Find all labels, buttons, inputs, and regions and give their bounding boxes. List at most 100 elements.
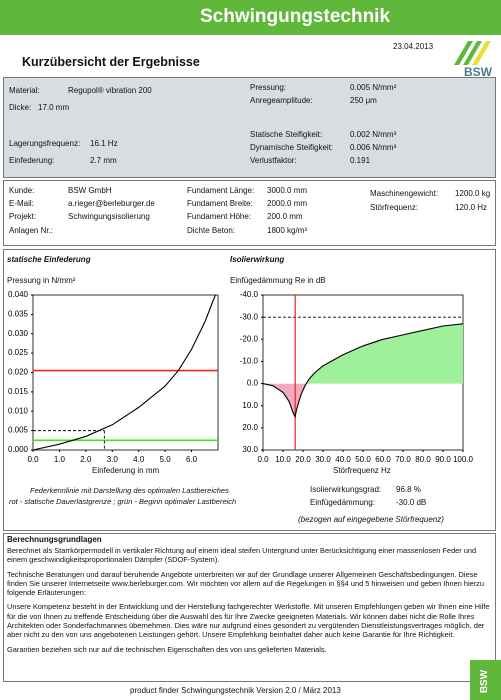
value: 1800 kg/m³: [267, 226, 308, 235]
footer-logo: [470, 660, 501, 700]
label: E-Mail:: [9, 199, 34, 208]
label: Fundament Höhe:: [187, 212, 252, 221]
customer-panel: [3, 180, 496, 246]
label: Dichte Beton:: [187, 226, 236, 235]
value: 0.191: [350, 156, 371, 165]
value: Regupol® vibration 200: [68, 86, 152, 95]
logo-stripe: [472, 41, 491, 65]
x-tick-label: 50.0: [355, 455, 371, 464]
x-tick-label: 6.0: [186, 455, 198, 464]
header-title: Schwingungstechnik: [200, 6, 391, 27]
subtitle: Kurzübersicht der Ergebnisse: [22, 55, 200, 69]
basis-title: Berechnungsgrundlagen: [7, 535, 102, 544]
plot-frame: [32, 294, 219, 451]
value: 0.005 N/mm²: [350, 83, 397, 92]
label: Isolierwirkungsgrad:: [310, 485, 382, 494]
chart-title: Isolierwirkung: [230, 255, 285, 264]
x-tick-label: 70.0: [395, 455, 411, 464]
header-bar: [0, 0, 501, 35]
label: Material:: [9, 86, 40, 95]
paragraph: Garantien beziehen sich nur auf die tech…: [7, 644, 327, 654]
y-tick-label: 10.0: [242, 401, 258, 410]
label: Störfrequenz:: [370, 203, 419, 212]
label: Anregeamplitude:: [250, 96, 313, 105]
value: Schwingungsisolierung: [68, 212, 150, 221]
x-axis-label: Einfederung in mm: [92, 466, 160, 475]
y-tick-label: -10.0: [240, 357, 259, 366]
y-tick-label: 0.035: [8, 309, 29, 318]
label: Dicke:: [9, 103, 32, 112]
label: Projekt:: [9, 212, 37, 221]
value: 0.006 N/mm³: [350, 143, 397, 152]
material-panel: [3, 77, 496, 178]
value: 2000.0 mm: [267, 199, 308, 208]
footer-logo-text: BSW: [479, 669, 491, 694]
y-tick-label: 0.010: [8, 406, 29, 415]
note: (bezogen auf eingegebene Störfrequenz): [298, 515, 444, 524]
label: Anlagen Nr.:: [9, 226, 54, 235]
y-axis-label: Einfügedämmung Re in dB: [230, 276, 326, 285]
logo-stripe: [463, 41, 482, 65]
chart-panel: [3, 249, 496, 531]
chart-title: statische Einfederung: [7, 255, 91, 264]
y-tick-label: 0.020: [8, 368, 29, 377]
y-axis-label: Pressung in N/mm²: [7, 276, 76, 285]
area-negative: [263, 323, 463, 384]
label: Pressung:: [250, 83, 287, 92]
value: -30.0 dB: [396, 498, 427, 507]
y-tick-label: 0.040: [8, 290, 29, 299]
value: 96.8 %: [396, 485, 421, 494]
label: Dynamische Steifigkeit:: [250, 143, 334, 152]
x-tick-label: 100.0: [453, 455, 474, 464]
logo-stripe: [454, 41, 473, 65]
y-tick-label: 0.005: [8, 426, 29, 435]
x-tick-label: 5.0: [160, 455, 172, 464]
y-tick-label: -40.0: [240, 290, 259, 299]
y-tick-label: -20.0: [240, 334, 259, 343]
label: Statische Steifigkeit:: [250, 130, 323, 139]
x-tick-label: 20.0: [295, 455, 311, 464]
label: Maschinengewicht:: [370, 189, 439, 198]
x-tick-label: 90.0: [435, 455, 451, 464]
value: 0.002 N/mm³: [350, 130, 397, 139]
x-axis-label: Störfrequenz Hz: [333, 466, 391, 475]
y-tick-label: 0.0: [247, 379, 259, 388]
curve: [32, 294, 216, 451]
y-tick-label: 0.015: [8, 387, 29, 396]
caption: rot - statische Dauerlastgrenze ; grün -…: [9, 497, 237, 506]
label: Fundament Länge:: [187, 186, 255, 195]
value: 3000.0 mm: [267, 186, 308, 195]
label: Lagerungsfrequenz:: [9, 139, 81, 148]
logo-text: BSW: [464, 65, 493, 79]
logo: BSW: [454, 41, 493, 79]
y-tick-label: 20.0: [242, 423, 258, 432]
value: BSW GmbH: [68, 186, 112, 195]
basis: Berechnungsgrundlagen Berechnet als Star…: [7, 535, 494, 659]
label: Einfederung:: [9, 156, 55, 165]
y-tick-label: 0.025: [8, 348, 29, 357]
x-tick-label: 40.0: [335, 455, 351, 464]
label: Fundament Breite:: [187, 199, 253, 208]
date: 23.04.2013: [393, 42, 434, 51]
value: 17.0 mm: [38, 103, 70, 112]
y-tick-label: -30.0: [240, 312, 259, 321]
label: Einfügedämmung:: [310, 498, 375, 507]
x-tick-label: 0.0: [27, 455, 39, 464]
x-tick-label: 30.0: [315, 455, 331, 464]
paragraph: Berechnet als Starrkörpermodell in verti…: [7, 546, 477, 565]
paragraph: Unsere Kompetenz besteht in der Entwickl…: [7, 602, 490, 640]
value: 16.1 Hz: [90, 139, 118, 148]
y-tick-label: 30.0: [242, 445, 258, 454]
label: Kunde:: [9, 186, 35, 195]
label: Verlustfaktor:: [250, 156, 297, 165]
value: 2.7 mm: [90, 156, 117, 165]
footer: product finder Schwingungstechnik Versio…: [130, 686, 341, 695]
charts: 0.000 0.005 0.010 0.015 0.020 0.025 0.030 0.035…: [8, 290, 474, 464]
value: 1200.0 kg: [455, 189, 491, 198]
x-tick-label: 10.0: [275, 455, 291, 464]
basis-panel: [3, 533, 496, 682]
y-tick-label: 0.030: [8, 329, 29, 338]
x-tick-label: 60.0: [375, 455, 391, 464]
value: a.rieger@berleburger.de: [68, 199, 155, 208]
